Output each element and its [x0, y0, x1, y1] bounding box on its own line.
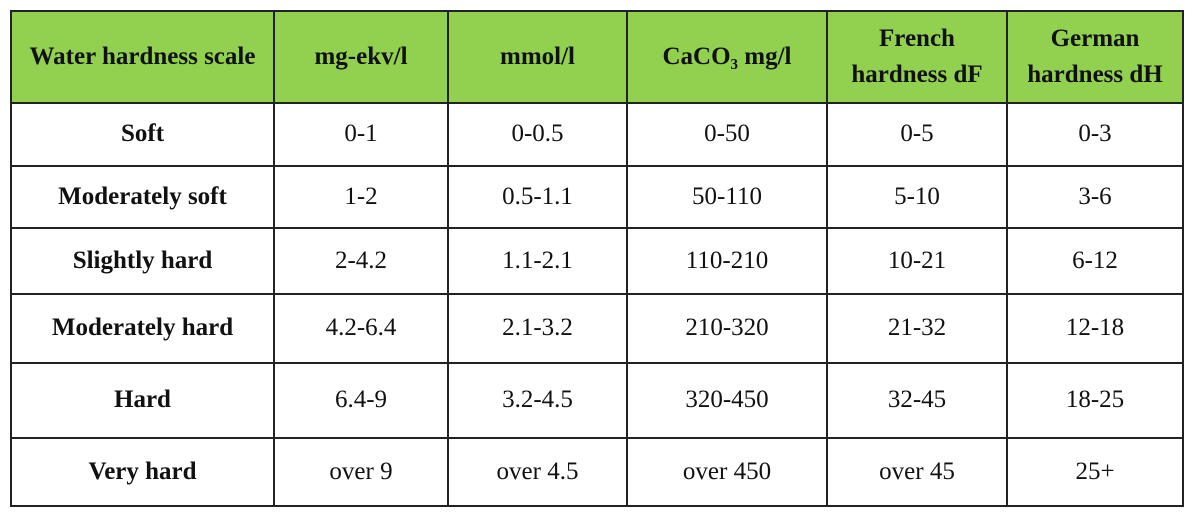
table-cell: 1-2 [273, 165, 449, 229]
table-cell: 25+ [1006, 437, 1184, 507]
table-cell: over 4.5 [447, 437, 628, 507]
header-cell: German hardness dH [1006, 10, 1184, 104]
table-cell: 3.2-4.5 [447, 362, 628, 439]
table-cell: over 45 [826, 437, 1008, 507]
table-cell: 110-210 [626, 227, 828, 295]
table-row: Slightly hard 2-4.2 1.1-2.1 110-210 10-21 6-1… [10, 227, 1184, 295]
table-cell: 0-3 [1006, 102, 1184, 167]
table-row: Soft 0-1 0-0.5 0-50 0-5 0-3 [10, 102, 1184, 167]
header-cell: mg-ekv/l [273, 10, 449, 104]
row-label: Hard [10, 362, 275, 439]
table-cell: 2.1-3.2 [447, 293, 628, 364]
row-label: Very hard [10, 437, 275, 507]
hardness-table: Water hardness scale mg-ekv/l mmol/l CaCO₃ … [10, 10, 1184, 507]
table-cell: 0-5 [826, 102, 1008, 167]
table-cell: 1.1-2.1 [447, 227, 628, 295]
table-row: Hard 6.4-9 3.2-4.5 320-450 32-45 18-25 [10, 362, 1184, 439]
table-row: Very hard over 9 over 4.5 over 450 over 45 25… [10, 437, 1184, 507]
header-cell: mmol/l [447, 10, 628, 104]
table-row: Moderately soft 1-2 0.5-1.1 50-110 5-10 3-6 [10, 165, 1184, 229]
row-label: Moderately hard [10, 293, 275, 364]
table-cell: 6.4-9 [273, 362, 449, 439]
table-cell: 4.2-6.4 [273, 293, 449, 364]
header-cell: Water hardness scale [10, 10, 275, 104]
table-cell: over 450 [626, 437, 828, 507]
table-cell: 32-45 [826, 362, 1008, 439]
table-cell: 320-450 [626, 362, 828, 439]
table-cell: 2-4.2 [273, 227, 449, 295]
table-cell: 0-1 [273, 102, 449, 167]
table-cell: 21-32 [826, 293, 1008, 364]
row-label: Moderately soft [10, 165, 275, 229]
table-cell: 5-10 [826, 165, 1008, 229]
header-cell: CaCO₃ mg/l [626, 10, 828, 104]
table-cell: 6-12 [1006, 227, 1184, 295]
table-cell: 12-18 [1006, 293, 1184, 364]
table-cell: 10-21 [826, 227, 1008, 295]
table-cell: 18-25 [1006, 362, 1184, 439]
row-label: Soft [10, 102, 275, 167]
header-cell: French hardness dF [826, 10, 1008, 104]
table-cell: 3-6 [1006, 165, 1184, 229]
table-row: Moderately hard 4.2-6.4 2.1-3.2 210-320 21-3… [10, 293, 1184, 364]
row-label: Slightly hard [10, 227, 275, 295]
table-cell: 0-50 [626, 102, 828, 167]
table-cell: over 9 [273, 437, 449, 507]
table-cell: 210-320 [626, 293, 828, 364]
table-cell: 50-110 [626, 165, 828, 229]
header-row: Water hardness scale mg-ekv/l mmol/l CaCO₃ … [10, 10, 1184, 104]
table-cell: 0-0.5 [447, 102, 628, 167]
table-cell: 0.5-1.1 [447, 165, 628, 229]
table-body: Soft 0-1 0-0.5 0-50 0-5 0-3 Moderately soft 1-2… [10, 102, 1184, 507]
